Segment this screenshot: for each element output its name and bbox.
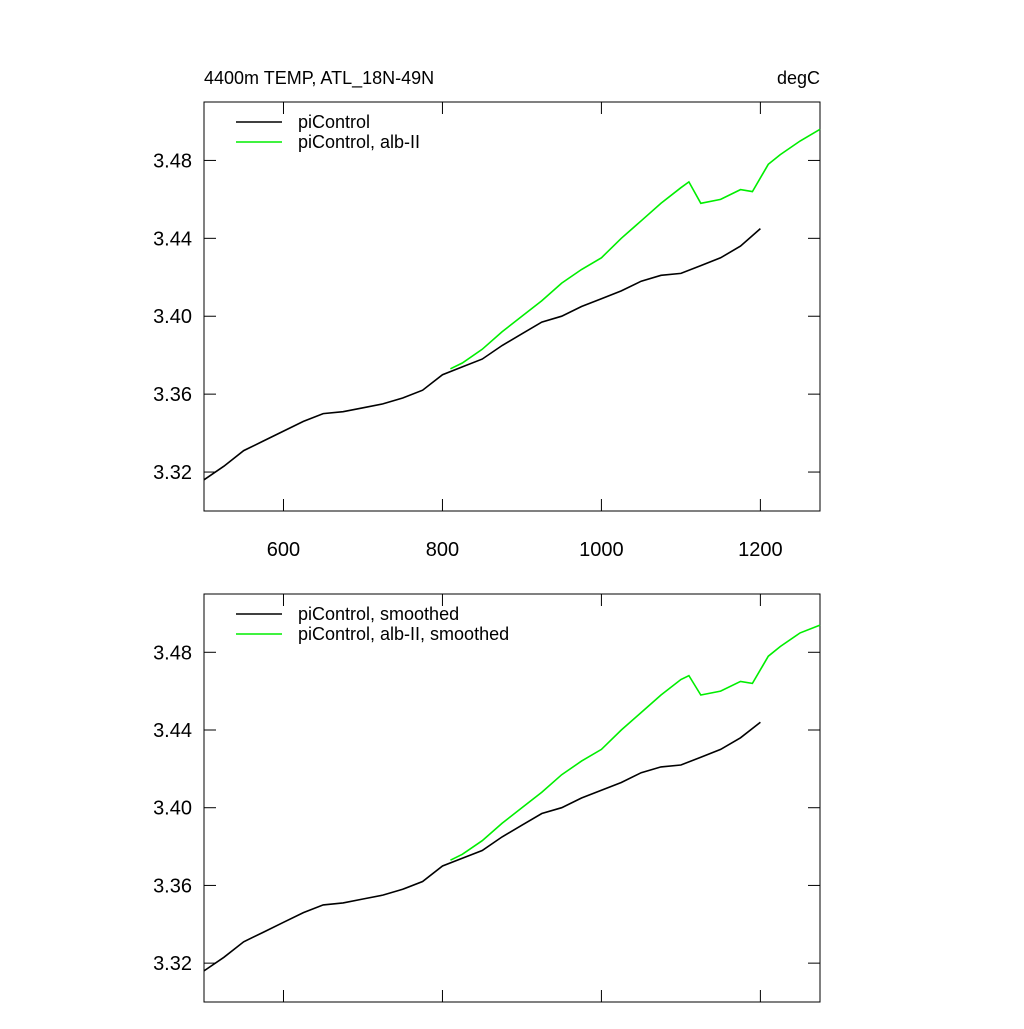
y-tick-label: 3.40 bbox=[153, 306, 192, 328]
x-tick-label: 800 bbox=[426, 539, 459, 561]
legend-label: piControl, alb-II, smoothed bbox=[298, 624, 509, 644]
y-tick-label: 3.40 bbox=[153, 798, 192, 820]
y-tick-label: 3.44 bbox=[153, 228, 192, 250]
y-tick-label: 3.32 bbox=[153, 953, 192, 975]
y-tick-label: 3.32 bbox=[153, 462, 192, 484]
data-line bbox=[450, 624, 821, 861]
y-tick-label: 3.48 bbox=[153, 642, 192, 664]
x-tick-label: 600 bbox=[267, 539, 300, 561]
plot-frame bbox=[203, 101, 821, 512]
legend-label: piControl bbox=[298, 112, 370, 132]
data-line bbox=[203, 227, 761, 481]
units-label: degC bbox=[777, 68, 820, 88]
chart-title: 4400m TEMP, ATL_18N-49N bbox=[204, 68, 434, 89]
y-tick-label: 3.44 bbox=[153, 720, 192, 742]
data-line bbox=[203, 721, 761, 972]
x-tick-label: 1200 bbox=[738, 539, 783, 561]
data-line bbox=[450, 128, 821, 370]
legend-label: piControl, alb-II bbox=[298, 132, 420, 152]
y-tick-label: 3.48 bbox=[153, 150, 192, 172]
plot-frame bbox=[203, 593, 821, 1003]
y-tick-label: 3.36 bbox=[153, 384, 192, 406]
x-tick-label: 1000 bbox=[579, 539, 624, 561]
legend-label: piControl, smoothed bbox=[298, 604, 459, 624]
y-tick-label: 3.36 bbox=[153, 875, 192, 897]
